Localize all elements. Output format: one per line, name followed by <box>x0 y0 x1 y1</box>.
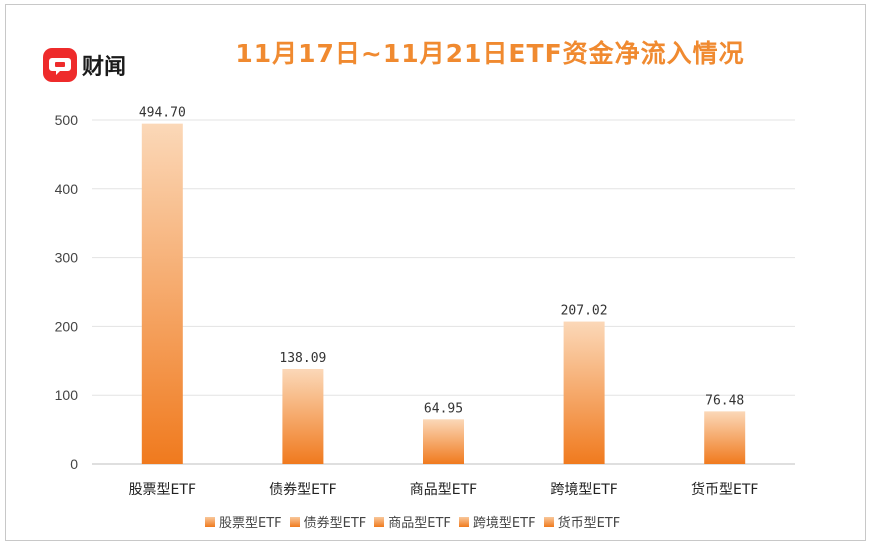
y-tick-label: 400 <box>55 181 79 197</box>
y-tick-label: 300 <box>55 250 79 266</box>
bar-3 <box>423 419 464 464</box>
brand-logo: 财闻 <box>43 48 126 82</box>
chart-title: 11月17日~11月21日ETF资金净流入情况 <box>235 39 745 68</box>
category-label: 商品型ETF <box>410 482 477 498</box>
legend-swatch <box>543 516 554 527</box>
value-label: 76.48 <box>705 393 744 408</box>
category-label: 债券型ETF <box>269 482 336 498</box>
chart-legend: 股票型ETF 债券型ETF 商品型ETF 跨境型ETF 货币型ETF <box>205 512 620 531</box>
legend-item: 跨境型ETF <box>458 512 536 531</box>
caiwen-logo-icon <box>43 48 77 82</box>
legend-swatch <box>458 516 469 527</box>
legend-swatch <box>289 516 300 527</box>
legend-item: 货币型ETF <box>543 512 621 531</box>
legend-label: 商品型ETF <box>388 516 451 531</box>
legend-label: 股票型ETF <box>219 516 282 531</box>
legend-label: 债券型ETF <box>303 516 367 531</box>
category-label: 股票型ETF <box>129 482 196 498</box>
legend-swatch <box>205 516 215 527</box>
value-label: 138.09 <box>279 351 326 366</box>
y-tick-label: 0 <box>70 456 78 472</box>
bar-5 <box>704 411 746 464</box>
bar-2 <box>282 368 324 464</box>
y-tick-label: 500 <box>55 112 79 128</box>
legend-item: 债券型ETF <box>289 512 367 531</box>
legend-item: 商品型ETF <box>374 512 451 531</box>
value-label: 494.70 <box>139 106 186 121</box>
category-label: 跨境型ETF <box>550 482 617 498</box>
legend-swatch <box>374 516 385 527</box>
legend-label: 跨境型ETF <box>472 516 536 531</box>
bar-1 <box>141 123 183 465</box>
legend-item: 股票型ETF <box>205 512 282 531</box>
brand-name: 财闻 <box>82 55 127 80</box>
value-label: 64.95 <box>424 401 463 416</box>
legend-label: 货币型ETF <box>557 516 621 531</box>
y-tick-label: 200 <box>55 318 79 334</box>
value-label: 207.02 <box>561 304 608 319</box>
bar-4 <box>563 321 605 464</box>
category-label: 货币型ETF <box>691 481 758 498</box>
y-tick-label: 100 <box>55 387 79 403</box>
